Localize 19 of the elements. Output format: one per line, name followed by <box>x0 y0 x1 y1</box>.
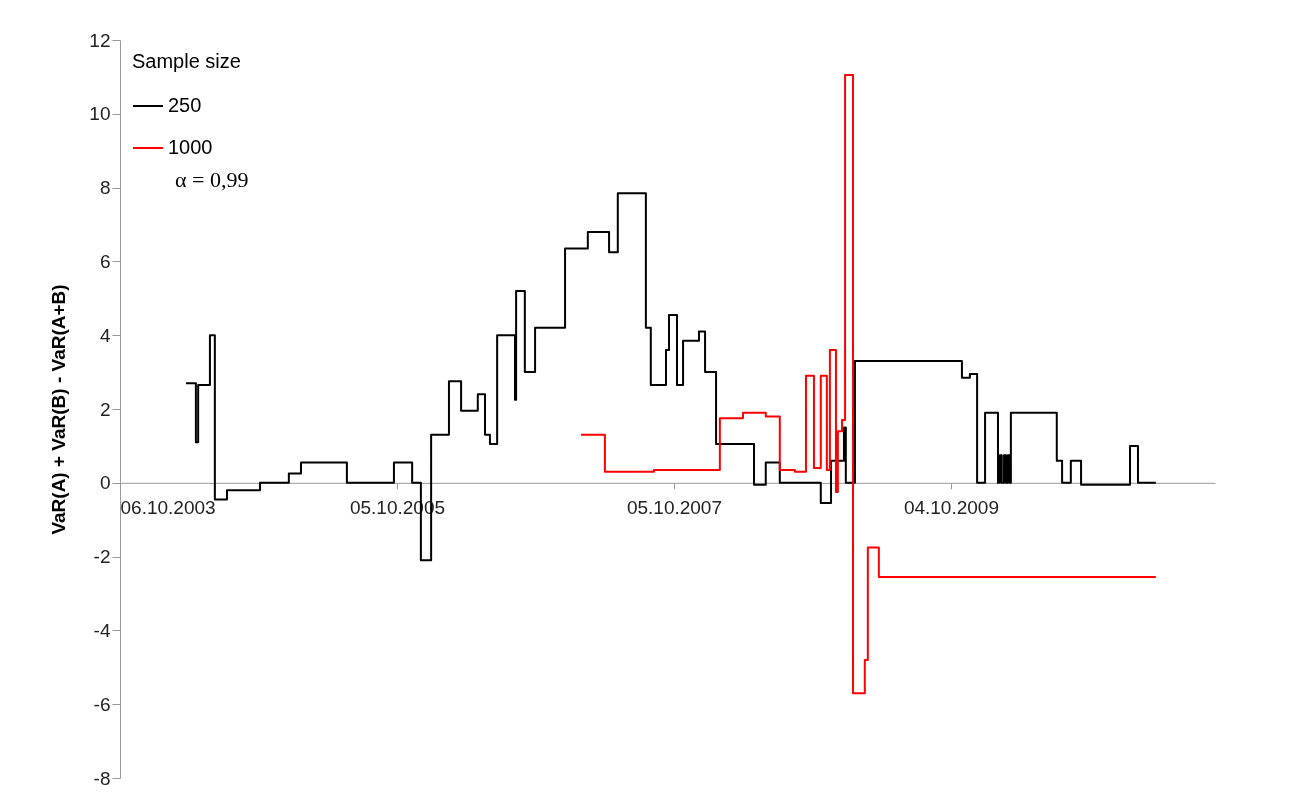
legend-label: 250 <box>168 94 202 116</box>
y-tick-label: 12 <box>89 29 111 51</box>
y-tick-label: -8 <box>93 767 111 789</box>
y-tick-label: -6 <box>93 693 111 715</box>
x-tick-label: 06.10.2003 <box>120 497 216 519</box>
legend-title: Sample size <box>132 50 241 72</box>
y-tick-label: 10 <box>89 103 111 125</box>
x-tick-label: 05.10.2007 <box>626 497 722 519</box>
legend-label: 1000 <box>168 136 213 158</box>
y-axis-title: VaR(A) + VaR(B) - VaR(A+B) <box>48 284 70 535</box>
y-tick-label: 2 <box>99 398 111 420</box>
y-tick-label: -4 <box>93 619 111 641</box>
y-tick-label: -2 <box>93 546 111 568</box>
annotation: α = 0,99 <box>175 167 249 192</box>
y-tick-label: 0 <box>99 472 111 494</box>
x-tick-label: 04.10.2009 <box>903 497 999 519</box>
y-tick-label: 8 <box>99 177 111 199</box>
y-tick-label: 6 <box>99 250 111 272</box>
y-tick-label: 4 <box>99 324 111 346</box>
